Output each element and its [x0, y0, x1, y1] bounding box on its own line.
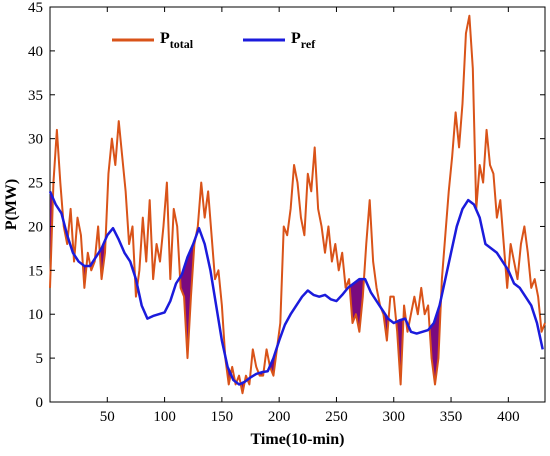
y-tick-label: 20: [28, 219, 43, 235]
y-tick-label: 25: [28, 176, 43, 192]
y-axis-label: P(MW): [3, 179, 20, 231]
y-tick-label: 0: [36, 395, 44, 411]
y-tick-label: 5: [36, 351, 44, 367]
series-lines: [48, 14, 546, 395]
x-tick-label: 50: [100, 409, 115, 425]
x-axis-ticks: 50 100 150 200 250 300 350 400: [100, 7, 520, 425]
series-line-pref: [48, 190, 544, 386]
legend-label-0: Ptotal: [160, 30, 194, 51]
y-tick-label: 35: [28, 88, 43, 104]
y-axis-ticks: 0 5 10 15 20 25 30 35 40 45: [28, 0, 545, 411]
x-tick-label: 400: [497, 409, 520, 425]
y-tick-label: 30: [28, 132, 43, 148]
legend-label-1: Pref: [291, 30, 316, 51]
y-tick-label: 40: [28, 44, 43, 60]
y-tick-label: 15: [28, 263, 43, 279]
x-tick-label: 300: [383, 409, 406, 425]
x-tick-label: 350: [440, 409, 463, 425]
y-tick-label: 45: [28, 0, 43, 16]
plot-area-frame: [49, 6, 546, 403]
x-axis-label: Time(10-min): [251, 431, 345, 448]
x-tick-label: 250: [325, 409, 348, 425]
x-tick-label: 200: [268, 409, 291, 425]
x-tick-label: 150: [211, 409, 234, 425]
series-line-ptotal: [49, 14, 546, 395]
y-tick-label: 10: [28, 307, 43, 323]
legend: Ptotal Pref: [112, 30, 316, 51]
x-tick-label: 100: [153, 409, 176, 425]
deficit-fill-region-6: [180, 237, 196, 359]
